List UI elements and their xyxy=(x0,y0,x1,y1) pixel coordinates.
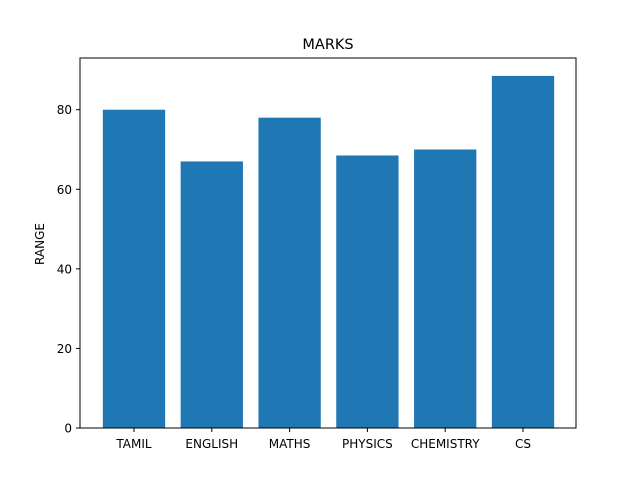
x-tick-label: PHYSICS xyxy=(342,437,393,451)
y-tick-label: 80 xyxy=(57,103,72,117)
chart-title: MARKS xyxy=(302,37,353,53)
bar-maths xyxy=(258,117,321,429)
y-axis-ticks: 0 20 40 60 80 xyxy=(57,103,80,436)
bar-physics xyxy=(336,155,399,428)
bar-chemistry xyxy=(414,149,477,428)
bars-group xyxy=(102,75,555,429)
y-tick-label: 40 xyxy=(57,262,72,276)
bar-cs xyxy=(491,75,555,429)
bar-english xyxy=(180,161,243,428)
plot-frame xyxy=(79,57,577,429)
y-tick-label: 0 xyxy=(64,422,72,436)
x-tick-label: MATHS xyxy=(269,437,311,451)
x-tick-label: ENGLISH xyxy=(185,437,238,451)
x-axis-ticks: TAMIL ENGLISH MATHS PHYSICS CHEMISTRY CS xyxy=(115,428,531,451)
x-tick-label: CHEMISTRY xyxy=(411,437,480,451)
y-axis-label: RANGE xyxy=(33,223,47,265)
bar-tamil xyxy=(102,109,166,428)
y-tick-label: 60 xyxy=(57,183,72,197)
y-tick-label: 20 xyxy=(57,342,72,356)
x-tick-label: TAMIL xyxy=(115,437,152,451)
x-tick-label: CS xyxy=(515,437,531,451)
